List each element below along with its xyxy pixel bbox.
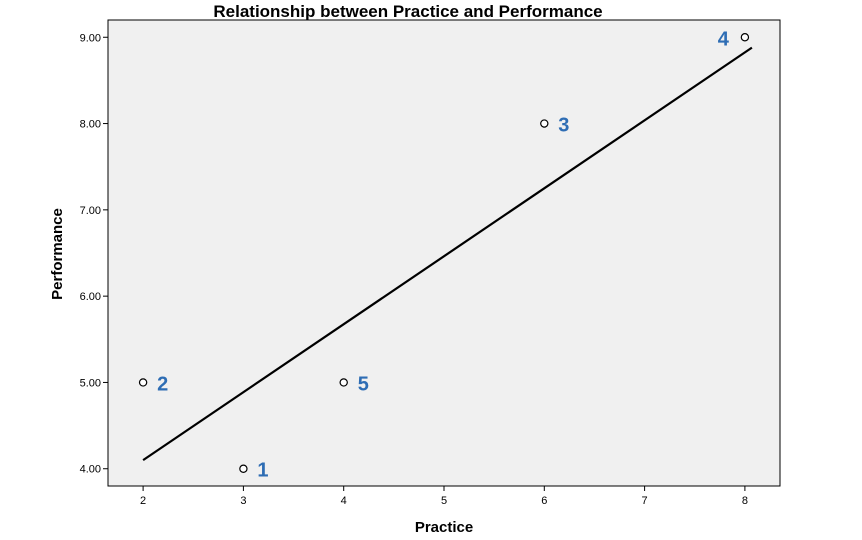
x-axis-label: Practice <box>415 519 473 536</box>
point-label: 2 <box>157 373 168 395</box>
point-label: 4 <box>718 28 730 50</box>
x-tick-label: 4 <box>341 495 347 507</box>
data-point <box>740 33 750 42</box>
point-label: 3 <box>558 115 569 137</box>
y-tick-label: 4.00 <box>80 464 101 476</box>
point-label: 5 <box>358 373 369 395</box>
y-tick-label: 9.00 <box>80 32 101 44</box>
y-tick-label: 6.00 <box>80 291 101 303</box>
x-tick-label: 7 <box>642 495 648 507</box>
axes: 2 3 4 5 6 7 8 4.00 5.00 6.00 7.00 8.00 9.00 <box>80 32 748 507</box>
data-point <box>138 378 148 387</box>
y-tick-label: 8.00 <box>80 119 101 131</box>
data-point <box>540 119 549 128</box>
x-tick-label: 8 <box>742 495 748 507</box>
chart-title: Relationship between Practice and Perfor… <box>213 2 602 21</box>
data-point <box>339 378 348 387</box>
data-point <box>239 464 248 473</box>
y-axis-label: Performance <box>49 208 66 300</box>
data-points: 1 2 3 4 5 <box>138 28 750 482</box>
y-tick-label: 7.00 <box>80 205 101 217</box>
x-tick-label: 3 <box>240 495 246 507</box>
x-tick-label: 5 <box>441 495 447 507</box>
fit-line <box>142 46 753 462</box>
x-tick-label: 2 <box>140 495 146 507</box>
y-tick-label: 5.00 <box>80 377 101 389</box>
point-label: 1 <box>257 460 268 482</box>
fit-line-group <box>142 46 753 462</box>
x-tick-label: 6 <box>541 495 547 507</box>
